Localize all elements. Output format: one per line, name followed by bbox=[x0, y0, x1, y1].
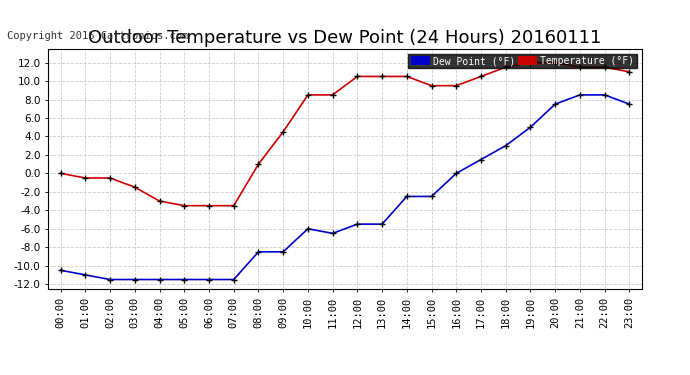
Text: Copyright 2016 Cartronics.com: Copyright 2016 Cartronics.com bbox=[7, 32, 188, 41]
Title: Outdoor Temperature vs Dew Point (24 Hours) 20160111: Outdoor Temperature vs Dew Point (24 Hou… bbox=[88, 29, 602, 47]
Legend: Dew Point (°F), Temperature (°F): Dew Point (°F), Temperature (°F) bbox=[408, 54, 637, 69]
